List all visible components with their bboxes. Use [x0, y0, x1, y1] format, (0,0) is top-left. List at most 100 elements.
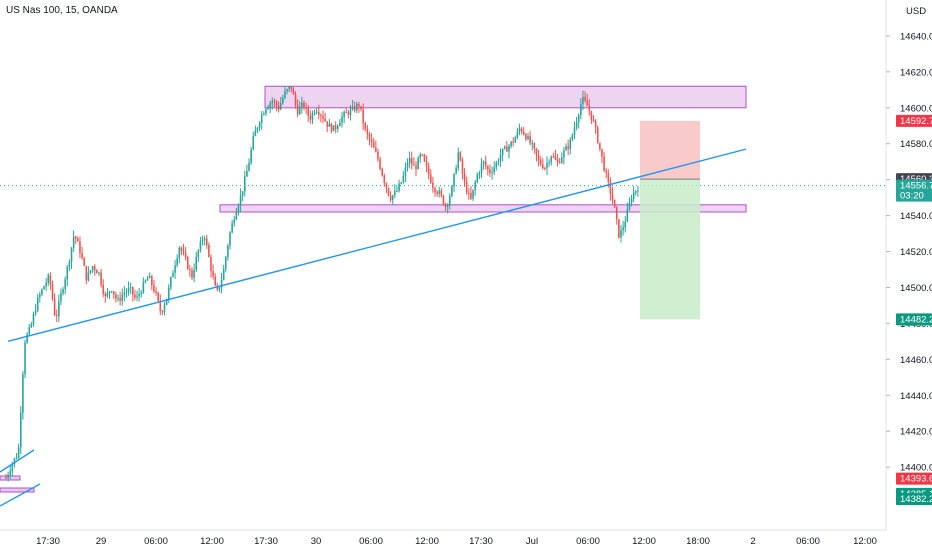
candle-body [104, 294, 107, 297]
candle-body [533, 143, 536, 149]
candle-body [370, 139, 373, 143]
time-tick-label: 06:00 [144, 536, 168, 547]
candle-body [577, 115, 580, 123]
candle-body [309, 116, 312, 120]
candle-body [339, 122, 341, 127]
candle-body [499, 155, 502, 162]
candle-body [394, 191, 396, 196]
candle-body [303, 102, 305, 108]
candle-body [362, 109, 364, 124]
candle-body [406, 163, 409, 168]
candle-body [615, 207, 618, 220]
candle-body [582, 96, 584, 104]
candle-body [315, 111, 318, 113]
candle-body [30, 324, 33, 328]
candle-body [157, 292, 159, 301]
candle-body [292, 89, 295, 95]
candle-body [398, 183, 400, 191]
candle-body [129, 287, 132, 289]
candle-body [634, 190, 637, 193]
candle-body [244, 176, 246, 192]
candle-body [366, 129, 369, 134]
candle-body [438, 190, 441, 194]
candle-body [47, 275, 50, 283]
candle-body [605, 170, 607, 174]
candle-body [455, 167, 457, 174]
price-tick-label: 14600.0 [900, 103, 932, 114]
candle-body [444, 204, 447, 207]
candle-body [434, 188, 436, 193]
candle-body [83, 257, 85, 266]
candle-body [326, 121, 329, 127]
candle-body [554, 156, 557, 160]
candle-body [51, 283, 54, 299]
candle-body [77, 238, 79, 242]
candle-body [396, 190, 398, 192]
candle-body [624, 221, 627, 228]
candle-body [432, 182, 434, 189]
candle-body [381, 168, 383, 176]
candle-body [461, 160, 464, 174]
candle-body [5, 477, 7, 479]
candle-body [64, 279, 66, 290]
candle-body [637, 190, 639, 192]
time-tick-label: 12:00 [200, 536, 224, 547]
price-badge-countdown: 03:20 [900, 191, 924, 202]
candle-body [161, 311, 164, 313]
candle-body [11, 463, 14, 472]
candle-body [220, 280, 223, 288]
candle-body [508, 146, 510, 152]
price-tick-label: 14540.0 [900, 211, 932, 222]
candle-body [233, 219, 236, 224]
candle-body [229, 232, 231, 246]
candle-body [311, 112, 314, 120]
candle-body [571, 134, 574, 140]
candle-body [584, 96, 586, 101]
candle-body [347, 112, 350, 115]
candle-body [440, 190, 443, 196]
candle-body [172, 272, 174, 278]
candle-body [13, 458, 16, 464]
time-tick-label: 2 [750, 536, 755, 547]
time-tick-label: 29 [96, 536, 107, 547]
candle-body [320, 114, 322, 116]
candle-body [26, 334, 28, 343]
candle-body [100, 272, 102, 285]
candle-body [140, 292, 143, 295]
candle-body [351, 106, 354, 110]
price-badge [896, 179, 932, 202]
candle-body [258, 122, 261, 128]
candle-body [49, 275, 52, 284]
price-badge [896, 114, 932, 127]
candle-body [465, 181, 468, 193]
candle-body [419, 154, 422, 158]
candle-body [356, 104, 358, 111]
candle-body [410, 157, 413, 165]
time-tick-label: Jul [526, 536, 538, 547]
candle-body [277, 105, 280, 110]
candle-body [569, 139, 572, 149]
price-tick-label: 14580.0 [900, 139, 932, 150]
candle-body [429, 174, 432, 183]
candle-body [146, 278, 149, 281]
candle-body [626, 209, 629, 222]
candle-body [117, 298, 119, 300]
candle-body [383, 175, 386, 184]
candle-body [476, 174, 479, 183]
candle-body [427, 166, 430, 175]
candle-body [89, 270, 92, 273]
candle-body [66, 266, 69, 280]
candle-body [472, 189, 474, 199]
candle-body [235, 212, 238, 220]
candles [5, 85, 639, 482]
candle-body [36, 297, 39, 311]
candle-body [267, 107, 269, 110]
candle-body [493, 167, 495, 173]
candle-body [353, 106, 356, 111]
time-tick-label: 06:00 [796, 536, 820, 547]
candle-body [142, 282, 145, 293]
candle-body [260, 114, 263, 123]
price-tick-label: 14460.0 [900, 355, 932, 366]
candle-body [163, 304, 166, 312]
